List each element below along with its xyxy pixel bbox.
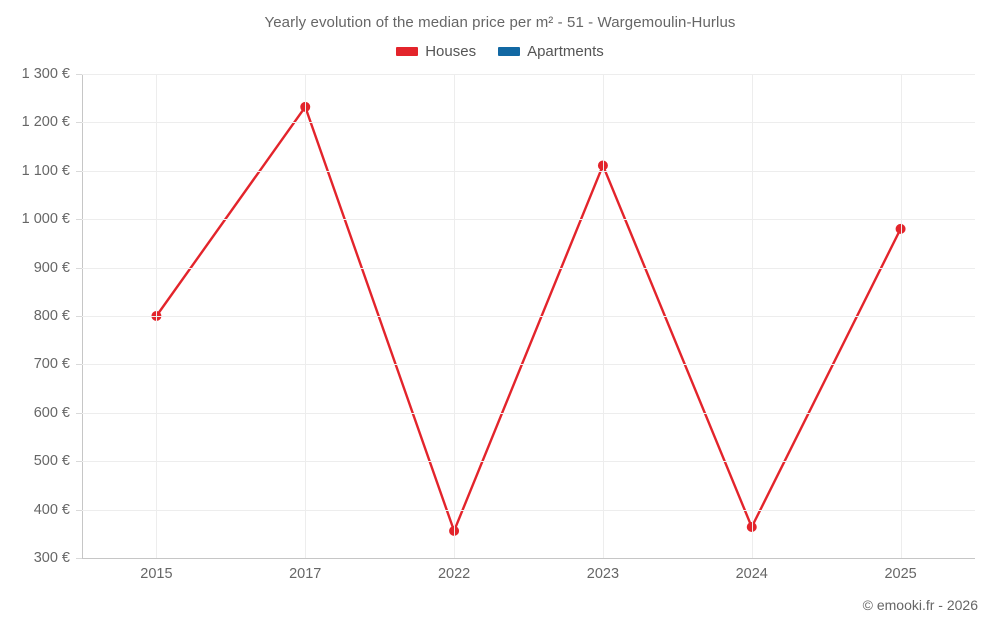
y-axis-tickmark — [76, 558, 82, 559]
y-axis-tick-label: 800 € — [33, 308, 70, 324]
chart-legend: Houses Apartments — [0, 44, 1000, 59]
y-axis-tick-label: 400 € — [33, 501, 70, 518]
y-axis-tickmark — [76, 412, 82, 414]
x-axis-tick-label: 2024 — [735, 566, 768, 582]
gridline-vertical — [156, 74, 158, 558]
y-axis-tickmark — [76, 74, 82, 75]
gridline-vertical — [602, 74, 604, 558]
gridline-horizontal — [82, 74, 975, 75]
legend-label-apartments: Apartments — [527, 43, 604, 60]
gridline-vertical — [900, 74, 902, 558]
gridline-horizontal — [82, 122, 975, 124]
y-axis-tick-label: 500 € — [33, 453, 70, 470]
legend-item-houses[interactable]: Houses — [396, 44, 476, 59]
y-axis-tickmark — [76, 461, 82, 463]
gridline-horizontal — [82, 412, 975, 414]
legend-label-houses: Houses — [425, 43, 477, 60]
gridline-vertical — [454, 74, 456, 558]
y-axis-tickmark — [76, 509, 82, 511]
y-axis-tick-label: 600 € — [33, 404, 70, 421]
footer-credit: © emooki.fr - 2026 — [862, 597, 978, 613]
gridline-horizontal — [82, 267, 975, 269]
gridline-horizontal — [82, 509, 975, 511]
y-axis-tick-label: 900 € — [33, 259, 70, 276]
y-axis-tickmark — [76, 122, 82, 124]
y-axis-tick-label: 1 200 € — [21, 114, 70, 131]
y-axis-tickmark — [76, 219, 82, 221]
x-axis-tick-label: 2025 — [884, 566, 917, 582]
y-axis-tickmark — [76, 267, 82, 269]
gridline-horizontal — [82, 364, 975, 366]
y-axis-tick-label: 700 € — [33, 356, 70, 373]
y-axis-tickmark — [76, 316, 82, 317]
y-axis-tick-label: 1 100 € — [21, 162, 70, 179]
gridline-horizontal — [82, 461, 975, 463]
y-axis-tick-label: 300 € — [33, 550, 70, 566]
y-axis-tick-label: 1 300 € — [21, 66, 70, 82]
y-axis-tickmark — [76, 170, 82, 172]
chart-title: Yearly evolution of the median price per… — [264, 14, 736, 31]
x-axis-tick-label: 2017 — [289, 566, 322, 582]
gridline-vertical — [751, 74, 753, 558]
x-axis-tick-label: 2022 — [437, 566, 471, 582]
y-axis-tickmark — [76, 364, 82, 366]
data-series-layer — [151, 101, 906, 536]
legend-item-apartments[interactable]: Apartments — [498, 44, 604, 59]
gridline-horizontal — [82, 170, 975, 172]
legend-swatch-icon-apartments — [498, 47, 521, 56]
gridline-horizontal — [82, 316, 975, 317]
x-axis-line — [82, 558, 975, 559]
y-axis-tick-label: 1 000 € — [21, 211, 70, 228]
legend-swatch-icon-houses — [396, 47, 419, 56]
x-axis-tick-label: 2023 — [586, 566, 620, 582]
gridline-horizontal — [82, 219, 975, 221]
x-axis-tick-label: 2015 — [140, 566, 173, 582]
series-line-houses — [155, 105, 902, 533]
gridline-vertical — [305, 74, 307, 558]
plot-area — [82, 74, 975, 558]
